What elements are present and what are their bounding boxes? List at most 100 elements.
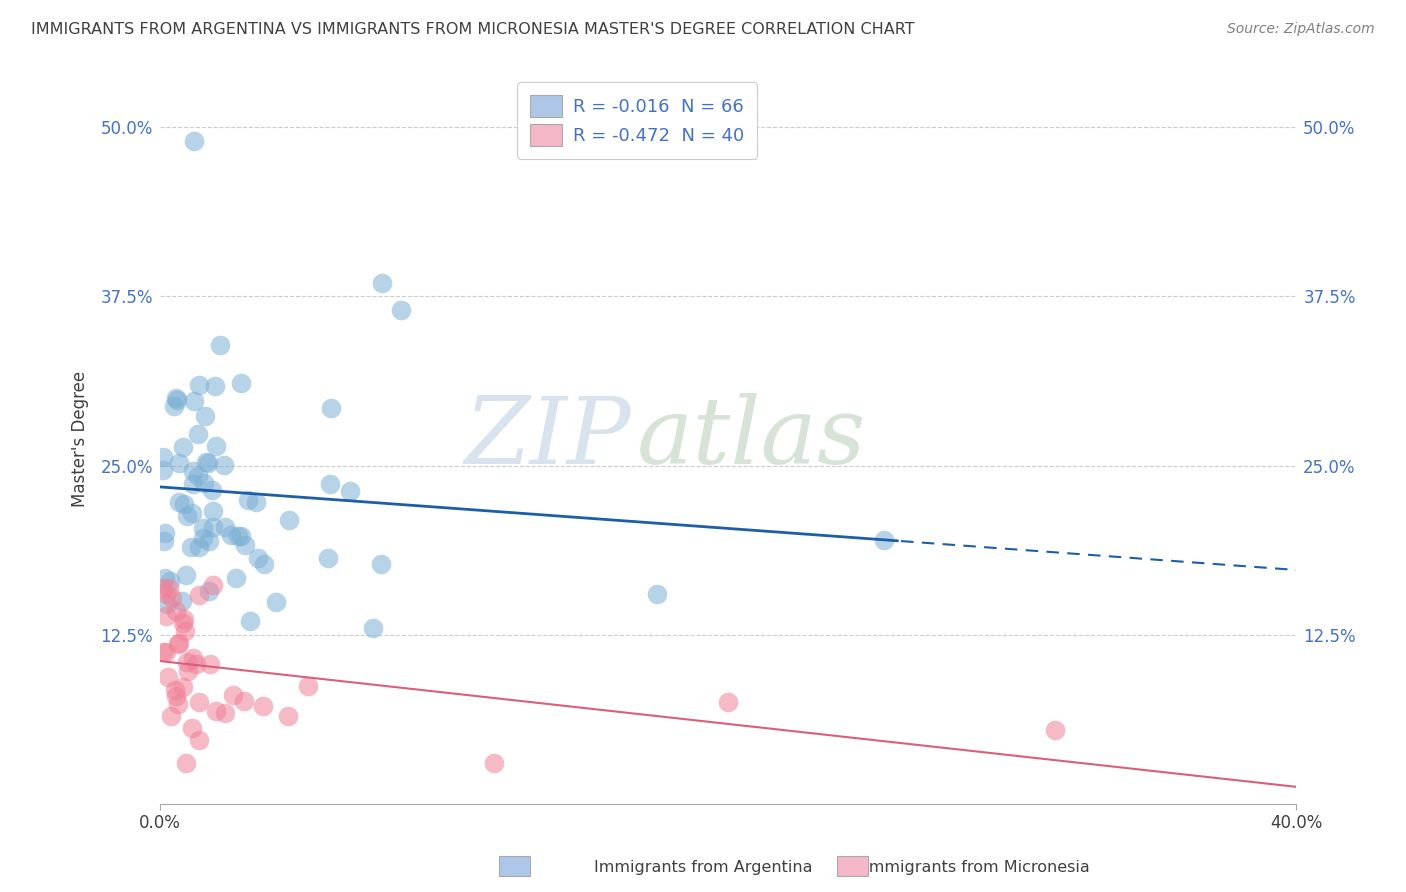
Point [188, 695, 211, 709]
Point [278, 513, 301, 527]
Point [177, 664, 200, 678]
Point [873, 533, 896, 547]
Point [370, 558, 392, 572]
Point [160, 709, 183, 723]
Point [233, 694, 256, 708]
Point [167, 456, 190, 470]
Point [277, 708, 299, 723]
Point [194, 409, 217, 423]
Point [181, 651, 204, 665]
Point [165, 689, 187, 703]
Point [201, 483, 224, 498]
Point [229, 528, 252, 542]
Point [645, 587, 668, 601]
Text: Source: ZipAtlas.com: Source: ZipAtlas.com [1227, 22, 1375, 37]
Point [172, 594, 194, 608]
Point [173, 612, 195, 626]
Point [245, 495, 267, 509]
Point [204, 379, 226, 393]
Text: Immigrants from Micronesia: Immigrants from Micronesia [865, 860, 1090, 874]
Point [214, 520, 236, 534]
Point [198, 657, 221, 671]
Point [167, 495, 190, 509]
Point [163, 683, 186, 698]
Point [316, 550, 339, 565]
Point [152, 582, 174, 596]
Point [176, 655, 198, 669]
Point [159, 574, 181, 588]
Point [157, 581, 180, 595]
Point [239, 614, 262, 628]
Point [153, 525, 176, 540]
Point [297, 680, 319, 694]
Point [191, 531, 214, 545]
Point [225, 570, 247, 584]
Point [201, 504, 224, 518]
Point [180, 721, 202, 735]
Point [389, 302, 412, 317]
Point [172, 615, 194, 630]
Point [221, 527, 243, 541]
Point [187, 426, 209, 441]
Point [188, 540, 211, 554]
Point [252, 698, 274, 713]
Text: IMMIGRANTS FROM ARGENTINA VS IMMIGRANTS FROM MICRONESIA MASTER'S DEGREE CORRELAT: IMMIGRANTS FROM ARGENTINA VS IMMIGRANTS … [31, 22, 914, 37]
Point [152, 450, 174, 464]
Point [205, 704, 228, 718]
Point [193, 476, 215, 491]
Text: Immigrants from Argentina: Immigrants from Argentina [593, 860, 813, 874]
Point [222, 688, 245, 702]
Point [163, 399, 186, 413]
Point [201, 578, 224, 592]
Point [165, 604, 187, 618]
Point [1043, 723, 1066, 737]
Point [155, 587, 177, 601]
Point [155, 608, 177, 623]
Point [152, 462, 174, 476]
Point [176, 509, 198, 524]
Point [155, 645, 177, 659]
Point [201, 520, 224, 534]
Point [186, 657, 208, 672]
Point [167, 698, 190, 712]
Point [188, 733, 211, 747]
Point [195, 455, 218, 469]
Point [264, 595, 287, 609]
Point [319, 477, 342, 491]
Point [236, 492, 259, 507]
Point [155, 571, 177, 585]
Point [152, 645, 174, 659]
Point [253, 557, 276, 571]
Point [247, 550, 270, 565]
Point [180, 541, 202, 555]
Point [198, 534, 221, 549]
Point [212, 458, 235, 473]
Point [181, 506, 204, 520]
Point [167, 637, 190, 651]
Point [319, 401, 342, 416]
Point [166, 392, 188, 407]
Point [165, 391, 187, 405]
Point [370, 276, 392, 290]
Point [209, 337, 232, 351]
Point [197, 456, 219, 470]
Point [231, 376, 253, 391]
Point [172, 680, 194, 694]
Point [717, 696, 740, 710]
Point [167, 636, 190, 650]
Point [214, 706, 236, 720]
Point [187, 588, 209, 602]
Point [176, 756, 198, 771]
Point [233, 538, 256, 552]
Y-axis label: Master's Degree: Master's Degree [72, 370, 89, 507]
Point [174, 568, 197, 582]
Point [174, 624, 197, 638]
Point [339, 483, 361, 498]
Point [228, 528, 250, 542]
Point [183, 134, 205, 148]
Point [156, 597, 179, 611]
Point [152, 533, 174, 548]
Legend: R = -0.016  N = 66, R = -0.472  N = 40: R = -0.016 N = 66, R = -0.472 N = 40 [517, 82, 756, 159]
Point [172, 441, 194, 455]
Point [187, 377, 209, 392]
